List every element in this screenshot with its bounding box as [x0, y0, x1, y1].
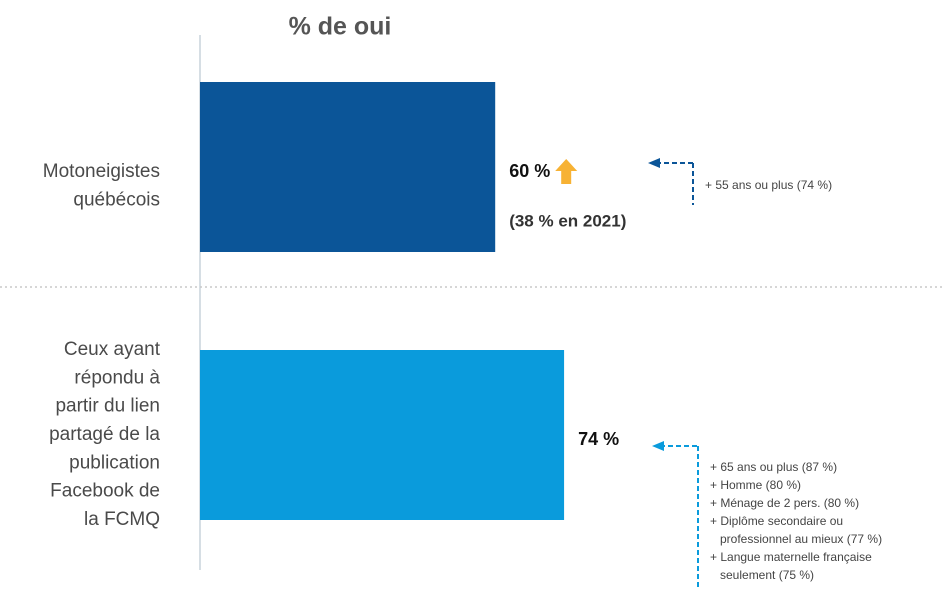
category-label: québécois [73, 189, 160, 210]
category-label: la FCMQ [84, 509, 160, 530]
subgroup-note: + Langue maternelle française [710, 550, 872, 564]
category-label: Ceux ayant [64, 339, 161, 360]
subgroup-note: professionnel au mieux (77 %) [720, 532, 882, 546]
category-label: publication [69, 452, 160, 473]
category-label: répondu à [74, 367, 160, 388]
category-label: Motoneigistes [43, 161, 160, 182]
value-label: 74 % [578, 429, 619, 449]
up-arrow [555, 159, 578, 184]
arrow-head [652, 441, 664, 451]
bar [200, 82, 496, 252]
subgroup-note: + Diplôme secondaire ou [710, 514, 843, 528]
subgroup-note: + Ménage de 2 pers. (80 %) [710, 496, 859, 510]
subgroup-note: + 65 ans ou plus (87 %) [710, 460, 837, 474]
category-label: partir du lien [55, 396, 160, 417]
chart-title: % de oui [289, 13, 392, 41]
arrow-head [648, 158, 660, 168]
value-label: 60 % [509, 161, 550, 181]
comparison-label: (38 % en 2021) [509, 211, 626, 230]
category-label: partagé de la [49, 424, 160, 445]
subgroup-note: + Homme (80 %) [710, 478, 801, 492]
bar [200, 350, 565, 520]
subgroup-note: + 55 ans ou plus (74 %) [705, 178, 832, 192]
subgroup-note: seulement (75 %) [720, 568, 814, 582]
category-label: Facebook de [50, 481, 160, 502]
